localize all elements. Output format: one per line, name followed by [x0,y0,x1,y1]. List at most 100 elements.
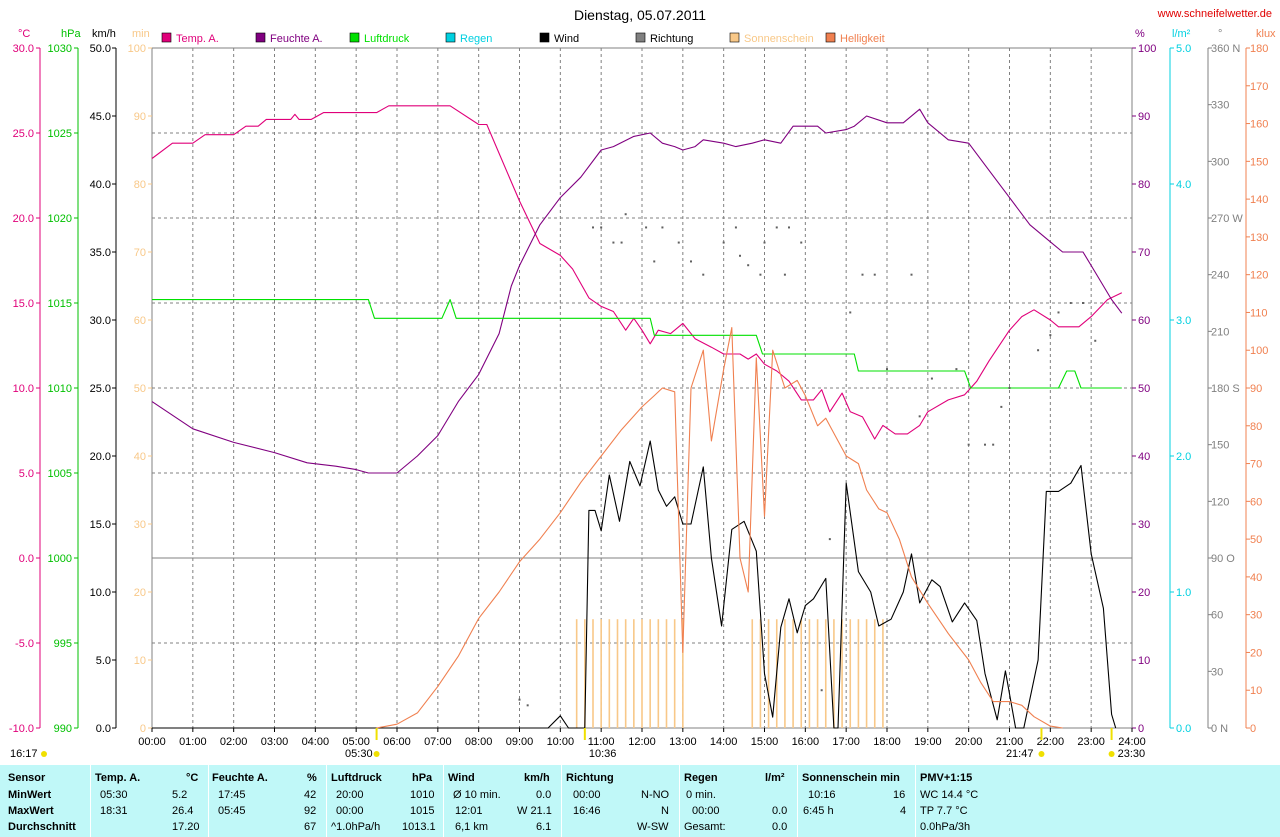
legend-label: Sonnenschein [744,33,814,45]
axis-tick-label: 10.0 [90,587,111,599]
axis-tick-label: 0.0 [96,723,111,735]
axis-tick-label: 180 S [1211,383,1240,395]
axis-tick-label: 50 [1250,534,1262,546]
stats-cell: N-NO [641,789,670,801]
axis-tick-label: 1015 [48,298,72,310]
axis-tick-label: 20 [1250,647,1262,659]
axis-tick-label: 70 [1250,459,1262,471]
stats-row-label: MinWert [8,789,52,801]
stats-cell: Gesamt: [684,821,726,833]
axis-tick-label: 30 [1138,519,1150,531]
legend-swatch [635,32,646,43]
stats-header-rain-unit: l/m² [765,772,785,784]
stats-cell: 4 [900,805,907,817]
axis-tick-label: 80 [134,179,146,191]
axis-tick-label: 50 [134,383,146,395]
stats-header-wind: Wind [448,772,475,784]
axis-tick-label: 60 [1138,315,1150,327]
x-tick-label: 19:00 [914,736,942,748]
series-feuchte-a [151,108,1123,474]
axis-tick-label: 100 [1250,345,1268,357]
direction-point [992,443,995,446]
direction-point [1094,339,1097,342]
marker-sunset: 21:47 [1006,748,1034,760]
direction-point [747,264,750,267]
stats-cell: 92 [304,805,317,817]
direction-point [653,260,656,263]
axis-tick-label: 35.0 [90,247,111,259]
axis-tick-label: 1030 [48,43,72,55]
axis-tick-label: 15.0 [90,519,111,531]
axis-tick-label: 360 N [1211,43,1240,55]
axis-tick-label: 100 [128,43,146,55]
x-axis: 00:00 01:00 02:00 03:00 04:00 05:00 06:00 07:00… [10,728,1146,760]
stats-cell: Ø 10 min. [453,789,501,801]
axis-tick-label: 160 [1250,119,1268,131]
direction-point [600,226,603,229]
axis-tick-label: 70 [1138,247,1150,259]
axis-tick-label: 20.0 [90,451,111,463]
stats-row-label: Durchschnitt [8,821,76,833]
axis-tick-label: 150 [1250,156,1268,168]
stats-cell: 6,1 km [455,821,489,833]
axis-tick-label: 10.0 [13,383,34,395]
direction-point [759,273,762,276]
legend-swatch [161,32,172,43]
stats-row-label: MaxWert [8,805,54,817]
axis-tick-label: 0 [1138,723,1144,735]
sun-icon [373,751,380,757]
stats-cell: 18:31 [100,805,128,817]
axis-tick-label: 20 [1138,587,1150,599]
direction-point [788,226,790,229]
direction-point [734,226,737,229]
axis-tick-label: 30.0 [90,315,111,327]
direction-point [910,273,913,276]
x-tick-label: 01:00 [179,736,207,748]
axis-tick-label: 2.0 [1176,451,1191,463]
stats-header-sun: Sonnenschein min [802,772,900,784]
stats-cell: 20:00 [336,789,364,801]
direction-point [518,698,521,701]
axis-tick-label: 90 O [1211,553,1235,565]
direction-point [624,213,627,216]
direction-point [592,226,594,229]
stats-header-pmv: PMV+1:15 [920,772,973,784]
stats-cell: 16 [893,789,906,801]
axis-unit-label: km/h [92,28,116,40]
axis-tick-label: 40.0 [90,179,111,191]
legend-label: Helligkeit [840,33,885,45]
x-tick-label: 24:00 [1118,736,1146,748]
axis-tick-label: 40 [134,451,146,463]
axis-unit-label: klux [1256,28,1276,40]
axis-tick-label: 0.0 [1176,723,1191,735]
stats-cell: 42 [304,789,317,801]
x-tick-label: 15:00 [751,736,779,748]
axis-tick-label: 3.0 [1176,315,1191,327]
stats-cell: 26.4 [172,805,194,817]
axis-tick-label: 110 [1250,307,1268,319]
legend-label: Feuchte A. [270,33,323,45]
axis-tick-label: 100 [1138,43,1156,55]
stats-cell: 1013.1 [402,821,436,833]
axis-unit-label: °C [18,28,30,40]
direction-point [763,241,766,244]
direction-point [1049,334,1052,337]
axis-tick-label: 270 W [1211,213,1243,225]
axis-tick-label: 330 [1211,100,1229,112]
stats-cell: N [661,805,669,817]
direction-point [1057,311,1060,314]
stats-cell: 05:30 [100,789,128,801]
stats-cell: 0.0 [536,789,552,801]
axis-tick-label: 130 [1250,232,1268,244]
axis-tick-label: 25.0 [90,383,111,395]
direction-points [518,213,1097,707]
direction-point [1082,302,1084,304]
axis-tick-label: 1025 [48,128,72,140]
axis-tick-label: 0 N [1211,723,1228,735]
stats-header-rain: Regen [684,772,718,784]
axis-tick-label: 80 [1250,421,1262,433]
axis-tick-label: 995 [54,638,72,650]
axis-tick-label: 10 [1250,685,1262,697]
axis-tick-label: 50 [1138,383,1150,395]
x-tick-label: 16:00 [792,736,820,748]
